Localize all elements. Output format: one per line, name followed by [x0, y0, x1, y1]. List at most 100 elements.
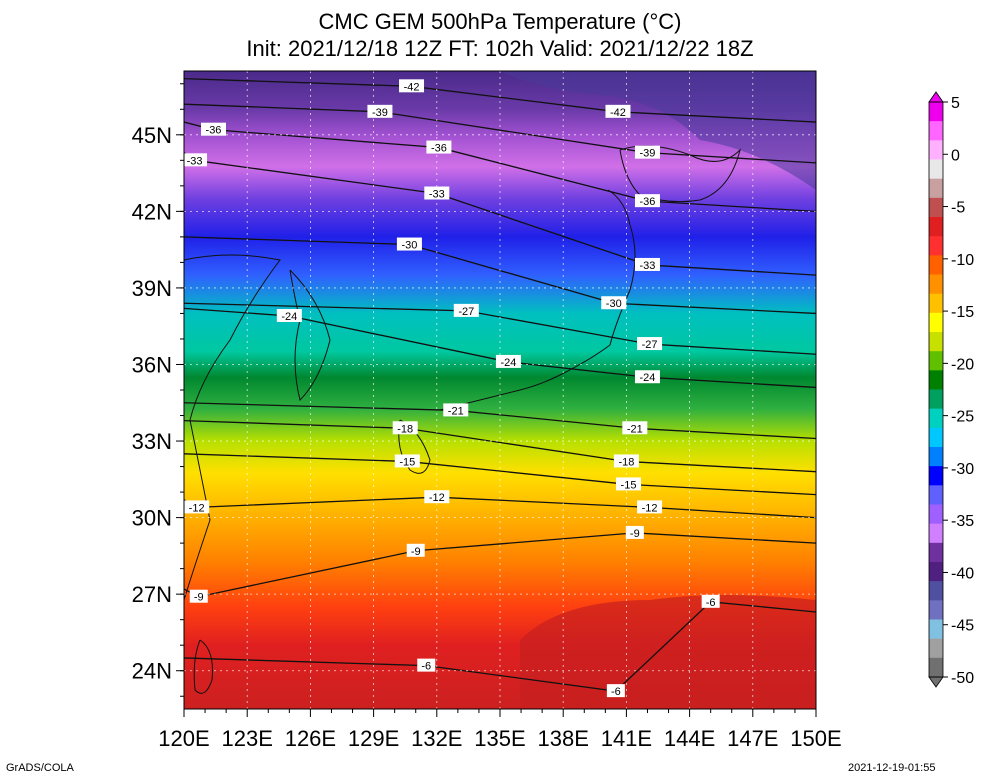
colorbar-label: -35 [951, 513, 974, 530]
contour-label: -27 [642, 339, 658, 351]
contour-label: -33 [640, 260, 656, 272]
contour-label: -24 [500, 357, 516, 369]
contour-label: -12 [189, 502, 205, 514]
colorbar-segment [929, 102, 943, 122]
colorbar-segment [929, 581, 943, 601]
colorbar-label: 5 [951, 95, 960, 112]
contour-label: -9 [630, 528, 640, 540]
contour-label: -12 [642, 502, 658, 514]
contour-label-bg [426, 140, 452, 154]
contour-label-bg [276, 308, 302, 322]
contour-label-bg [637, 337, 663, 351]
contour-label: -33 [429, 188, 445, 200]
japan-kyushu-coast [398, 419, 431, 474]
colorbar-segment [929, 657, 943, 678]
isotherm-line [184, 236, 816, 315]
contour-label: -6 [706, 597, 716, 609]
japan-hokkaido-coast [619, 145, 741, 203]
colorbar-segment [929, 255, 943, 275]
lat-tick-label: 24N [132, 659, 172, 684]
axis-ticks [176, 83, 817, 717]
colorbar-segment [929, 619, 943, 640]
colorbar-label: -10 [951, 252, 974, 269]
coastlines [184, 145, 741, 694]
contour-label: -9 [194, 592, 204, 604]
lat-tick-label: 30N [132, 506, 172, 531]
colorbar-segment [929, 332, 943, 352]
colorbar-frame [928, 101, 944, 678]
contour-label-bg [399, 79, 425, 93]
japan-honshu-coast [439, 189, 636, 411]
contour-label: -12 [429, 492, 445, 504]
credit-timestamp: 2021-12-19-01:55 [848, 762, 936, 774]
contour-label-bg [184, 500, 210, 514]
lon-tick-label: 123E [222, 726, 273, 751]
contour-label: -39 [372, 107, 388, 119]
lat-tick-label: 39N [132, 276, 172, 301]
lat-tick-label: 42N [132, 199, 172, 224]
contour-label: -6 [421, 661, 431, 673]
warm-region-shading [520, 595, 816, 709]
colorbar-bottom-arrow [928, 676, 944, 688]
contour-label: -36 [431, 143, 447, 155]
lon-tick-label: 135E [474, 726, 525, 751]
contour-label: -36 [206, 125, 222, 137]
colorbar-top-arrow [928, 91, 944, 103]
lat-tick-label: 36N [132, 352, 172, 377]
contour-label-bg [634, 370, 660, 384]
contour-label: -42 [404, 81, 420, 93]
contour-label-bg [634, 145, 660, 159]
colorbar-segment [929, 351, 943, 371]
contour-label-bg [637, 500, 663, 514]
contour-label-bg [189, 589, 208, 603]
colorbar-label: 0 [951, 147, 960, 164]
colorbar-segment [929, 178, 943, 199]
colorbar-segment [929, 427, 943, 448]
colorbar-segment [929, 121, 943, 141]
lon-tick-label: 132E [411, 726, 462, 751]
isotherm-line [184, 419, 816, 473]
contour-label-bg [625, 525, 644, 539]
contour-label-bg [601, 296, 627, 310]
contour-label: -30 [401, 240, 417, 252]
colorbar-segment [929, 389, 943, 410]
isotherm-line [184, 402, 816, 440]
colorbar: 5 0 -5 -10 -15 -20 -25 -30 -35 -40 -45 -50 [928, 91, 974, 688]
colorbar-segment [929, 274, 943, 295]
colorbar-segment [929, 447, 943, 467]
lat-tick-label: 33N [132, 429, 172, 454]
colorbar-segment [929, 638, 943, 659]
contour-label: -18 [618, 456, 634, 468]
contour-label: -33 [187, 155, 203, 167]
lat-tick-label: 27N [132, 582, 172, 607]
lon-tick-label: 150E [790, 726, 841, 751]
colorbar-segment [929, 217, 943, 237]
lon-tick-label: 147E [727, 726, 778, 751]
contour-label-bg [605, 104, 631, 118]
lon-tick-label: 144E [664, 726, 715, 751]
contour-label-bg [616, 477, 642, 491]
contour-label: -21 [448, 405, 464, 417]
credit-grads: GrADS/COLA [6, 762, 74, 774]
colorbar-segment [929, 197, 943, 218]
contour-label: -15 [399, 456, 415, 468]
colorbar-label: -45 [951, 618, 974, 635]
map-subtitle: Init: 2021/12/18 12Z FT: 102h Valid: 202… [246, 36, 754, 61]
china-coast [184, 254, 281, 601]
contour-label-bg [424, 186, 450, 200]
lon-tick-label: 138E [538, 726, 589, 751]
contour-label-bg [424, 490, 450, 504]
contour-label: -27 [458, 306, 474, 318]
map-title: CMC GEM 500hPa Temperature (°C) [318, 9, 682, 34]
colorbar-segment [929, 236, 943, 256]
contour-label-bg [394, 454, 420, 468]
colorbar-label: -40 [951, 565, 974, 582]
colorbar-segment [929, 370, 943, 390]
colorbar-segment [929, 312, 943, 333]
colorbar-label: -15 [951, 304, 974, 321]
contour-label-bg [606, 684, 625, 698]
contour-label: -6 [611, 686, 621, 698]
contour-label-bg [392, 421, 418, 435]
colorbar-label: -50 [951, 670, 974, 687]
